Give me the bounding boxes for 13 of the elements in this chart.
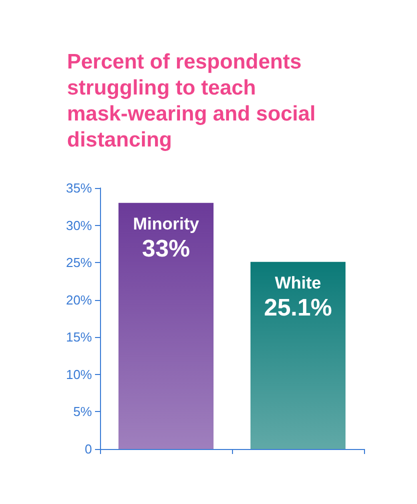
x-tick-label: Minority — [132, 214, 200, 234]
y-tick-label: 5% — [73, 404, 92, 420]
chart-title: Percent of respondents struggling to teach mask-wearing and social distancing — [67, 50, 322, 152]
y-tick-label: 20% — [66, 292, 92, 308]
data-label: 25.1% — [264, 294, 332, 322]
data-label: 33% — [142, 235, 190, 262]
y-tick-label: 25% — [66, 255, 92, 270]
y-tick-label: 10% — [66, 366, 92, 382]
y-tick-label: 0 — [84, 442, 92, 456]
y-tick-label: 35% — [66, 180, 92, 196]
y-tick-label: 15% — [66, 330, 92, 345]
x-tick-label: White — [274, 273, 322, 292]
y-tick-label: 30% — [66, 218, 92, 233]
